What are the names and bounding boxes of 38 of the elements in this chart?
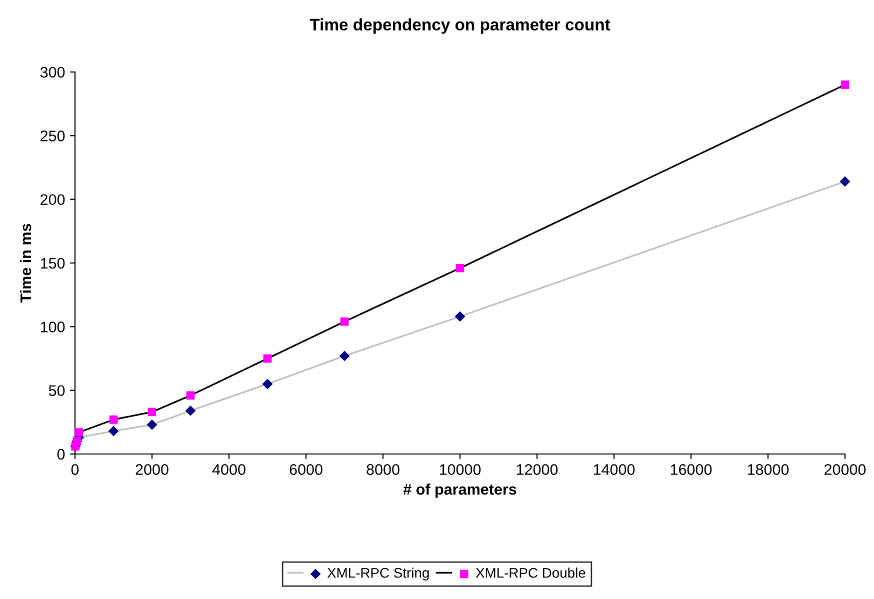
point bbox=[146, 420, 158, 430]
point bbox=[454, 311, 466, 322]
point bbox=[148, 408, 156, 416]
point bbox=[840, 80, 850, 89]
x-tick-label: 0 bbox=[71, 464, 79, 475]
y-tick-label: 50 bbox=[48, 385, 65, 396]
x-tick-label: 16000 bbox=[670, 464, 712, 475]
point bbox=[262, 378, 273, 390]
x-tick-label: 18000 bbox=[748, 464, 789, 475]
y-tick-label: 300 bbox=[40, 66, 65, 78]
point bbox=[109, 415, 118, 424]
y-axis-title: Time in ms bbox=[20, 224, 32, 303]
point bbox=[339, 350, 350, 362]
y-tick-label: 250 bbox=[40, 130, 65, 142]
point bbox=[840, 176, 850, 187]
x-axis-title: # of parameters bbox=[403, 484, 516, 498]
y-tick-label: 150 bbox=[40, 258, 65, 269]
y-tick-label: 100 bbox=[40, 322, 65, 332]
point bbox=[186, 391, 195, 400]
y-tick-label: 200 bbox=[40, 194, 65, 206]
x-tick-label: 10000 bbox=[440, 464, 481, 475]
point bbox=[263, 354, 272, 363]
x-tick-label: 12000 bbox=[516, 464, 558, 475]
point bbox=[456, 264, 464, 272]
point bbox=[74, 428, 84, 437]
x-tick-label: 8000 bbox=[366, 464, 400, 475]
point bbox=[185, 406, 196, 416]
x-tick-label: 14000 bbox=[594, 464, 635, 475]
x-tick-label: 2000 bbox=[136, 464, 168, 475]
x-tick-label: 20000 bbox=[824, 464, 866, 475]
legend-label: XML-RPC Double bbox=[476, 568, 586, 578]
y-tick-label: 0 bbox=[57, 448, 65, 460]
legend-label: XML-RPC String bbox=[327, 568, 429, 581]
x-tick-label: 6000 bbox=[290, 464, 322, 475]
chart-title: Time dependency on parameter count bbox=[310, 18, 610, 34]
x-tick-label: 4000 bbox=[212, 464, 246, 475]
point bbox=[108, 426, 119, 436]
point bbox=[340, 317, 349, 326]
